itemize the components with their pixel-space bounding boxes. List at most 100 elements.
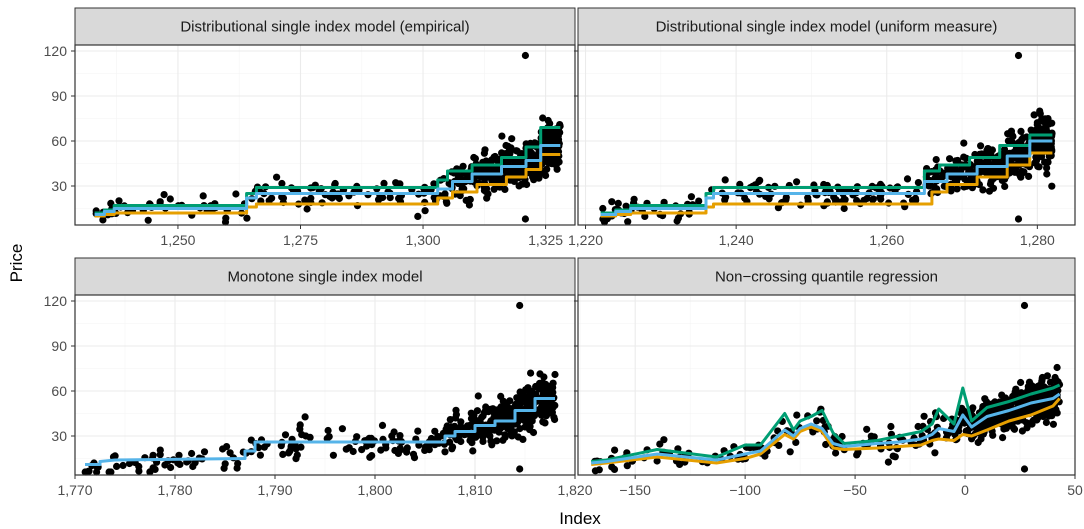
data-point (953, 185, 961, 193)
data-point (514, 433, 522, 441)
data-point (529, 428, 538, 437)
data-point (920, 412, 928, 420)
data-point (191, 459, 199, 467)
data-point (863, 425, 871, 433)
data-point (1020, 465, 1029, 473)
data-point (1020, 301, 1029, 310)
data-point (113, 462, 121, 470)
data-point (765, 195, 773, 203)
data-point (268, 194, 276, 202)
data-point (279, 450, 287, 458)
data-point (539, 114, 547, 122)
data-point (481, 428, 489, 436)
data-point (301, 413, 309, 421)
data-point (247, 436, 255, 444)
data-point (554, 136, 563, 144)
data-point (414, 427, 422, 435)
median-line (591, 392, 1061, 465)
data-point (687, 193, 696, 201)
data-point (328, 194, 336, 202)
data-point (421, 443, 430, 451)
data-point (490, 185, 498, 193)
data-point (390, 428, 398, 436)
data-point (119, 461, 127, 470)
data-point (446, 416, 454, 424)
data-point (1053, 363, 1061, 372)
data-point (1004, 137, 1013, 145)
data-point (324, 426, 332, 435)
panel-title: Non−crossing quantile regression (715, 269, 938, 286)
data-point (840, 204, 848, 213)
data-point (608, 463, 616, 471)
y-tick-label: 60 (51, 383, 67, 399)
data-point (998, 414, 1006, 422)
y-tick-label: 120 (44, 293, 68, 309)
data-point (281, 431, 290, 439)
data-point (220, 464, 228, 472)
data-point (256, 451, 264, 459)
panel-title: Distributional single index model (unifo… (656, 19, 998, 36)
data-point (1038, 375, 1046, 383)
data-point (960, 139, 968, 147)
data-point (293, 451, 301, 459)
data-point (323, 434, 331, 443)
y-tick-label: 120 (44, 43, 68, 59)
data-point (498, 149, 506, 157)
data-point (377, 446, 385, 454)
data-point (481, 407, 490, 415)
data-point (860, 196, 868, 204)
data-point (306, 433, 314, 441)
data-point (99, 216, 107, 224)
data-point (887, 422, 895, 431)
data-point (539, 418, 547, 426)
data-point (469, 415, 477, 423)
data-point (793, 411, 801, 419)
data-point (775, 441, 783, 449)
data-point (111, 452, 119, 460)
data-point (410, 454, 419, 462)
x-tick-label: 1,800 (357, 482, 392, 498)
data-point (226, 449, 234, 457)
data-point (414, 212, 422, 220)
panel-title: Monotone single index model (227, 269, 422, 286)
data-point (516, 301, 524, 310)
data-point (232, 190, 240, 198)
data-point (503, 158, 511, 166)
data-point (991, 158, 1000, 166)
data-point (989, 184, 998, 192)
data-point (595, 466, 603, 474)
data-point (870, 433, 878, 441)
x-tick-label: 1,240 (719, 232, 754, 248)
data-point (292, 445, 300, 453)
panel-1: Distributional single index model (empir… (44, 7, 576, 248)
data-point (1017, 127, 1025, 135)
x-tick-label: 1,280 (1020, 232, 1055, 248)
data-point (535, 170, 543, 179)
data-point (394, 449, 402, 457)
data-point (296, 421, 304, 429)
data-point (832, 449, 840, 457)
data-point (487, 437, 495, 445)
data-point (255, 444, 263, 452)
data-point (611, 446, 619, 454)
data-point (884, 458, 893, 466)
data-point (947, 187, 955, 195)
data-point (911, 194, 920, 202)
data-point (307, 194, 315, 202)
data-point (515, 415, 523, 423)
lower-quantile-line (591, 397, 1061, 466)
data-point (1043, 372, 1051, 380)
data-point (914, 179, 923, 187)
data-point (366, 453, 374, 461)
data-point (537, 411, 546, 419)
data-point (473, 407, 481, 415)
data-point (549, 401, 557, 409)
data-point (1020, 168, 1028, 176)
data-point (1017, 378, 1025, 387)
data-point (721, 176, 729, 184)
data-point (960, 407, 968, 415)
data-point (301, 196, 309, 204)
data-point (1014, 215, 1023, 223)
data-point (545, 159, 553, 167)
data-point (273, 173, 281, 181)
